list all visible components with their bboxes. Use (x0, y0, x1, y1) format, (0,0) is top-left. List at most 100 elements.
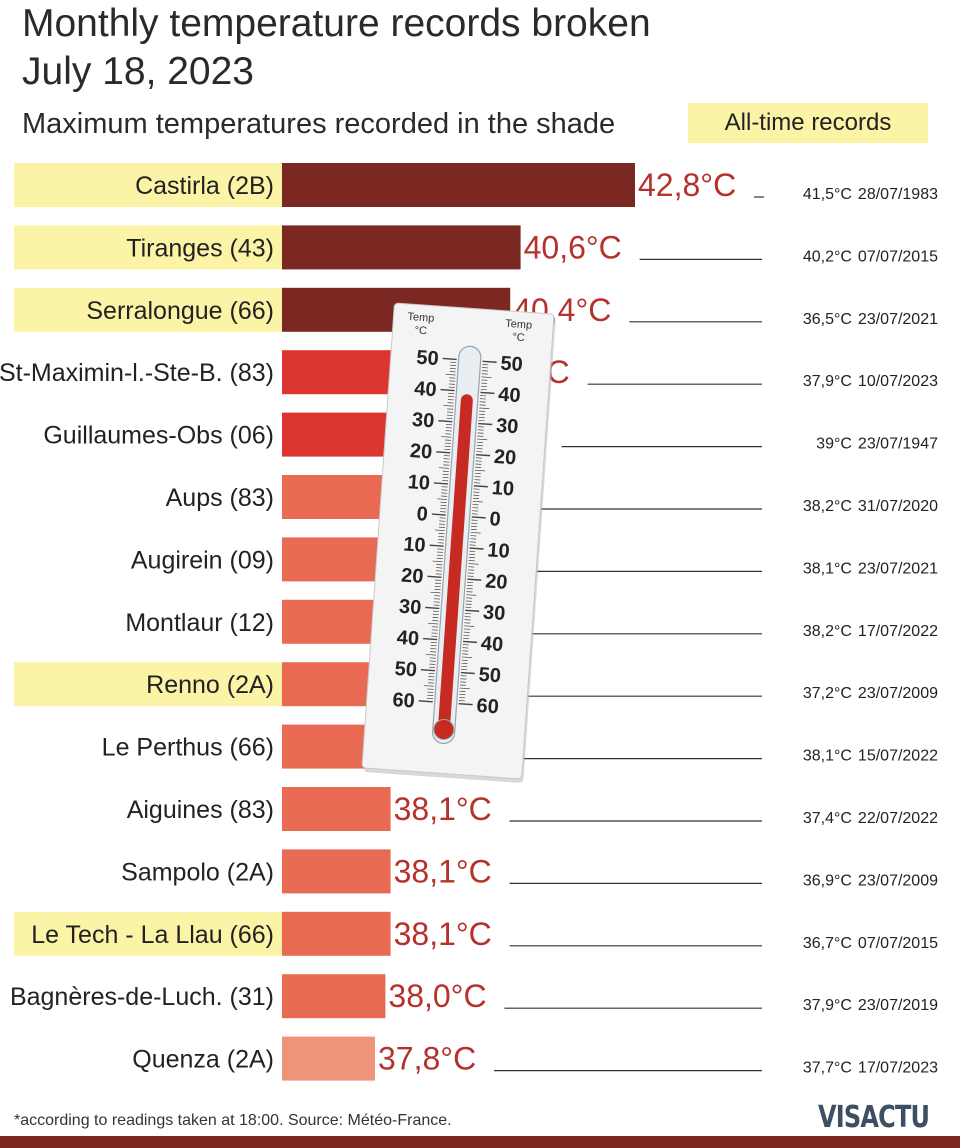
previous-record-label: 36,5°C 23/07/2021 (803, 311, 938, 328)
visactu-logo: VISACTU (818, 1100, 930, 1135)
previous-record-value: 37,4°C (803, 810, 852, 827)
thermometer-label-right: Temp°C (504, 318, 533, 345)
bar-row: Quenza (2A) 37,8°C 37,7°C 17/07/2023 (132, 1036, 938, 1081)
bar-row: Tiranges (43) 40,6°C 40,2°C 07/07/2015 (14, 225, 938, 270)
category-label: Sampolo (2A) (121, 858, 274, 886)
all-time-record-highlight (14, 911, 282, 956)
all-time-record-highlight (14, 225, 282, 270)
all-time-record-highlight (14, 662, 282, 707)
legend-all-time-records: All-time records (688, 103, 928, 143)
previous-record-label: 39°C 23/07/1947 (816, 436, 938, 453)
thermometer-scale-right: 30 (495, 415, 519, 438)
category-label: Aiguines (83) (127, 796, 274, 824)
category-label: Le Tech - La Llau (66) (31, 921, 274, 949)
previous-record-value: 36,5°C (803, 311, 852, 328)
previous-record-date: 23/07/2021 (858, 311, 938, 328)
bar (282, 163, 635, 207)
previous-record-date: 23/07/2009 (858, 685, 938, 702)
previous-record-label: 40,2°C 07/07/2015 (803, 248, 938, 265)
previous-record-date: 31/07/2020 (858, 498, 938, 515)
bar (282, 225, 521, 270)
value-label: 42,8°C (638, 167, 736, 203)
previous-record-date: 23/07/1947 (858, 436, 938, 453)
previous-record-value: 38,2°C (803, 623, 852, 640)
previous-record-value: 41,5°C (803, 186, 852, 203)
previous-record-value: 38,2°C (803, 498, 852, 515)
previous-record-date: 15/07/2022 (858, 748, 938, 765)
thermometer-scale-right: 40 (480, 633, 504, 656)
previous-record-date: 23/07/2019 (858, 997, 938, 1014)
thermometer-scale-left: 10 (407, 471, 431, 494)
value-label: 38,1°C (394, 791, 492, 827)
thermometer-label-left: Temp°C (406, 311, 435, 338)
thermometer-scale-right: 30 (482, 602, 506, 625)
category-label: St-Maximin-l.-Ste-B. (83) (0, 359, 274, 387)
bar-row: Aups (83)38,7°C38,2°C31/07/2020 (166, 475, 938, 519)
value-label: 38,0°C (388, 978, 486, 1014)
category-label: Aups (83) (166, 484, 274, 512)
bar (282, 1036, 375, 1081)
category-label: Renno (2A) (146, 671, 274, 699)
previous-record-date: 23/07/2021 (858, 560, 938, 577)
bar-chart: Castirla (2B) 42,8°C 41,5°C 28/07/1983 Tiran… (0, 163, 938, 1081)
previous-record-label: 37,9°C 10/07/2023 (803, 373, 938, 390)
previous-record-label: 38,2°C 31/07/2020 (803, 498, 938, 515)
source-footnote: *according to readings taken at 18:00. S… (14, 1112, 452, 1129)
category-label: Serralongue (66) (86, 297, 274, 325)
category-label: Guillaumes-Obs (06) (43, 422, 274, 450)
category-label: Castirla (2B) (135, 172, 274, 200)
thermometer-scale-left: 30 (398, 596, 422, 619)
previous-record-value: 39°C (816, 436, 852, 453)
thermometer-scale-left: 50 (394, 658, 418, 681)
thermometer-scale-right: 40 (498, 384, 522, 407)
bar (282, 849, 391, 894)
value-label: 38,1°C (394, 853, 492, 889)
value-label: 37,8°C (378, 1041, 476, 1077)
thermometer-scale-left: 50 (416, 347, 440, 370)
previous-record-value: 38,1°C (803, 748, 852, 765)
chart-subtitle: Maximum temperatures recorded in the sha… (22, 108, 616, 140)
thermometer-scale-right: 20 (493, 446, 517, 469)
bar (282, 787, 391, 831)
bar-row: Bagnères-de-Luch. (31) 38,0°C 37,9°C 23/07/… (10, 974, 938, 1019)
previous-record-value: 37,7°C (803, 1060, 852, 1077)
previous-record-date: 07/07/2015 (858, 248, 938, 265)
previous-record-date: 23/07/2009 (858, 872, 938, 889)
previous-record-label: 41,5°C 28/07/1983 (803, 186, 938, 203)
thermometer-scale-left: 60 (392, 689, 416, 712)
previous-record-label: 37,9°C 23/07/2019 (803, 997, 938, 1014)
thermometer-scale-right: 60 (476, 695, 500, 718)
bar (282, 974, 386, 1019)
previous-record-label: 37,2°C 23/07/2009 (803, 685, 938, 702)
previous-record-label: 38,1°C 15/07/2022 (803, 748, 938, 765)
previous-record-date: 22/07/2022 (858, 810, 938, 827)
category-label: Tiranges (43) (126, 234, 274, 262)
category-label: Le Perthus (66) (102, 734, 274, 762)
previous-record-label: 37,7°C 17/07/2023 (803, 1060, 938, 1077)
all-time-record-highlight (14, 287, 282, 332)
category-label: Montlaur (12) (125, 609, 274, 637)
previous-record-value: 36,7°C (803, 935, 852, 952)
previous-record-label: 38,1°C 23/07/2021 (803, 560, 938, 577)
previous-record-value: 38,1°C (803, 560, 852, 577)
thermometer-illustration: Temp°C Temp°C 50 50 40 40 30 30 20 20 10 10 0 0 10 10 20… (361, 302, 556, 783)
thermometer-scale-left: 40 (396, 627, 420, 650)
thermometer-scale-left: 20 (400, 565, 424, 588)
thermometer-scale-right: 20 (484, 570, 508, 593)
bar-row: Aiguines (83) 38,1°C 37,4°C 22/07/2022 (127, 787, 938, 831)
bottom-bar (0, 1136, 960, 1148)
bar-row: Castirla (2B) 42,8°C 41,5°C 28/07/1983 (14, 163, 938, 207)
previous-record-label: 36,9°C 23/07/2009 (803, 872, 938, 889)
previous-record-value: 36,9°C (803, 872, 852, 889)
thermometer-scale-left: 30 (411, 409, 435, 432)
thermometer-scale-right: 10 (491, 477, 515, 500)
thermometer-mercury (438, 394, 473, 728)
thermometer-scale-left: 20 (409, 440, 433, 463)
previous-record-value: 40,2°C (803, 248, 852, 265)
previous-record-date: 17/07/2022 (858, 623, 938, 640)
previous-record-date: 10/07/2023 (858, 373, 938, 390)
category-label: Quenza (2A) (132, 1046, 274, 1074)
bar-row: Sampolo (2A) 38,1°C 36,9°C 23/07/2009 (121, 849, 938, 894)
previous-record-date: 17/07/2023 (858, 1060, 938, 1077)
value-label: 40,6°C (524, 229, 622, 265)
